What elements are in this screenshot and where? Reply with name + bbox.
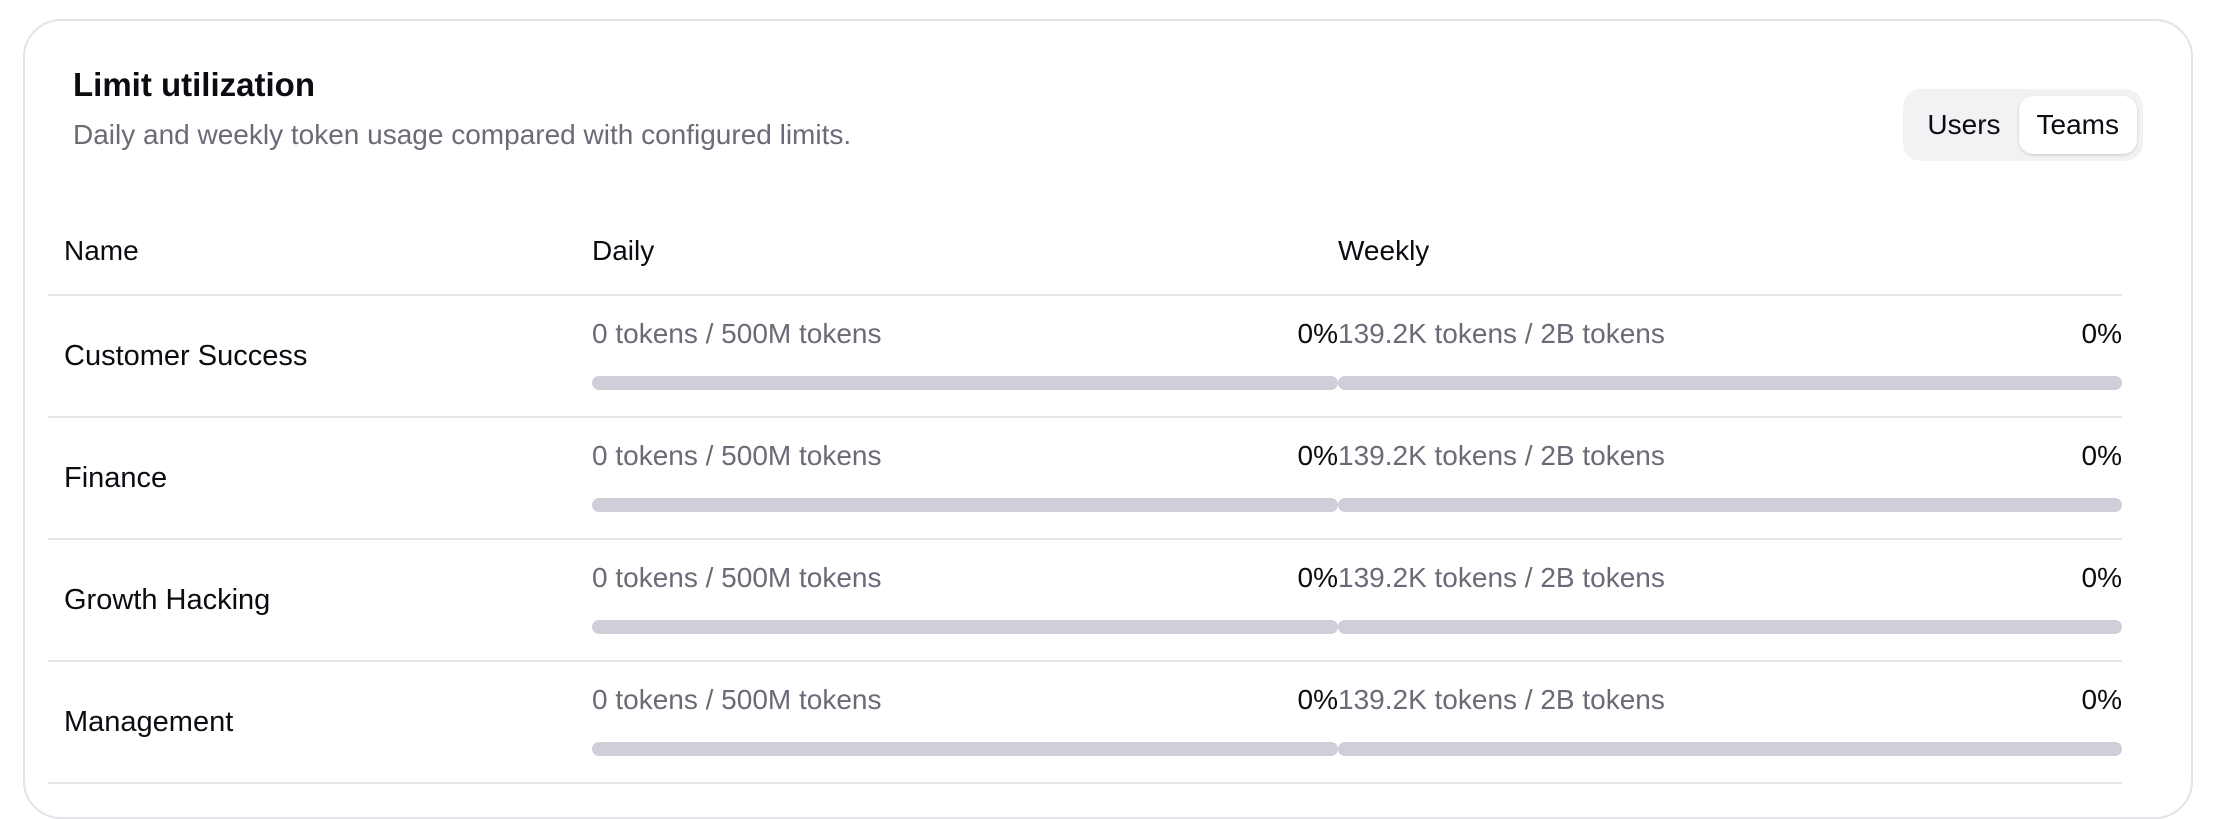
weekly-usage-text: 139.2K tokens / 2B tokens (1338, 318, 1665, 349)
table-row[interactable]: Finance 0 tokens / 500M tokens 0% 139.2K… (48, 417, 2122, 540)
weekly-usage-text: 139.2K tokens / 2B tokens (1338, 562, 1665, 593)
daily-progress-track (592, 498, 1338, 512)
weekly-meter-labels: 139.2K tokens / 2B tokens 0% (1338, 318, 2122, 350)
weekly-usage-text: 139.2K tokens / 2B tokens (1338, 684, 1665, 715)
daily-percent: 0% (1297, 562, 1338, 593)
column-header-weekly[interactable]: Weekly (1338, 208, 2122, 296)
daily-progress-track (592, 742, 1338, 756)
weekly-progress-track (1338, 742, 2122, 756)
daily-meter: 0 tokens / 500M tokens 0% (592, 296, 1338, 416)
daily-progress-track (592, 620, 1338, 634)
weekly-percent: 0% (2081, 440, 2122, 471)
card-header: Limit utilization Daily and weekly token… (73, 65, 2143, 161)
weekly-percent: 0% (2081, 684, 2122, 715)
weekly-meter: 139.2K tokens / 2B tokens 0% (1338, 662, 2122, 782)
daily-usage-text: 0 tokens / 500M tokens (592, 562, 882, 593)
team-name: Growth Hacking (48, 539, 592, 662)
weekly-cell: 139.2K tokens / 2B tokens 0% (1338, 295, 2122, 418)
table-row[interactable]: Growth Hacking 0 tokens / 500M tokens 0%… (48, 539, 2122, 662)
weekly-usage-text: 139.2K tokens / 2B tokens (1338, 440, 1665, 471)
daily-percent: 0% (1297, 440, 1338, 471)
column-header-daily[interactable]: Daily (592, 208, 1338, 296)
daily-usage-text: 0 tokens / 500M tokens (592, 684, 882, 715)
team-name: Finance (48, 417, 592, 540)
limits-table: Name Daily Weekly Customer Success 0 tok… (48, 208, 2122, 784)
daily-meter-labels: 0 tokens / 500M tokens 0% (592, 318, 1338, 350)
daily-cell: 0 tokens / 500M tokens 0% (592, 295, 1338, 418)
card-title: Limit utilization (73, 66, 315, 103)
daily-usage-text: 0 tokens / 500M tokens (592, 318, 882, 349)
daily-meter-labels: 0 tokens / 500M tokens 0% (592, 562, 1338, 594)
weekly-cell: 139.2K tokens / 2B tokens 0% (1338, 417, 2122, 540)
toggle-teams-button[interactable]: Teams (2018, 96, 2137, 154)
users-teams-toggle: Users Teams (1903, 89, 2143, 161)
card-subtitle: Daily and weekly token usage compared wi… (73, 119, 852, 150)
weekly-percent: 0% (2081, 562, 2122, 593)
weekly-percent: 0% (2081, 318, 2122, 349)
weekly-meter-labels: 139.2K tokens / 2B tokens 0% (1338, 562, 2122, 594)
weekly-progress-track (1338, 620, 2122, 634)
column-header-name[interactable]: Name (48, 208, 592, 296)
weekly-meter: 139.2K tokens / 2B tokens 0% (1338, 540, 2122, 660)
daily-progress-track (592, 376, 1338, 390)
weekly-progress-track (1338, 376, 2122, 390)
table-row[interactable]: Management 0 tokens / 500M tokens 0% 139… (48, 661, 2122, 784)
weekly-meter-labels: 139.2K tokens / 2B tokens 0% (1338, 440, 2122, 472)
daily-cell: 0 tokens / 500M tokens 0% (592, 661, 1338, 784)
team-name: Management (48, 661, 592, 784)
daily-meter-labels: 0 tokens / 500M tokens 0% (592, 440, 1338, 472)
table-row[interactable]: Customer Success 0 tokens / 500M tokens … (48, 295, 2122, 418)
daily-meter: 0 tokens / 500M tokens 0% (592, 662, 1338, 782)
daily-cell: 0 tokens / 500M tokens 0% (592, 417, 1338, 540)
daily-meter-labels: 0 tokens / 500M tokens 0% (592, 684, 1338, 716)
daily-usage-text: 0 tokens / 500M tokens (592, 440, 882, 471)
daily-percent: 0% (1297, 318, 1338, 349)
daily-meter: 0 tokens / 500M tokens 0% (592, 418, 1338, 538)
table-header-row: Name Daily Weekly (48, 208, 2122, 296)
toggle-users-button[interactable]: Users (1927, 109, 2001, 140)
daily-cell: 0 tokens / 500M tokens 0% (592, 539, 1338, 662)
weekly-progress-track (1338, 498, 2122, 512)
weekly-meter: 139.2K tokens / 2B tokens 0% (1338, 418, 2122, 538)
weekly-cell: 139.2K tokens / 2B tokens 0% (1338, 661, 2122, 784)
weekly-meter-labels: 139.2K tokens / 2B tokens 0% (1338, 684, 2122, 716)
team-name: Customer Success (48, 295, 592, 418)
daily-percent: 0% (1297, 684, 1338, 715)
daily-meter: 0 tokens / 500M tokens 0% (592, 540, 1338, 660)
weekly-cell: 139.2K tokens / 2B tokens 0% (1338, 539, 2122, 662)
weekly-meter: 139.2K tokens / 2B tokens 0% (1338, 296, 2122, 416)
